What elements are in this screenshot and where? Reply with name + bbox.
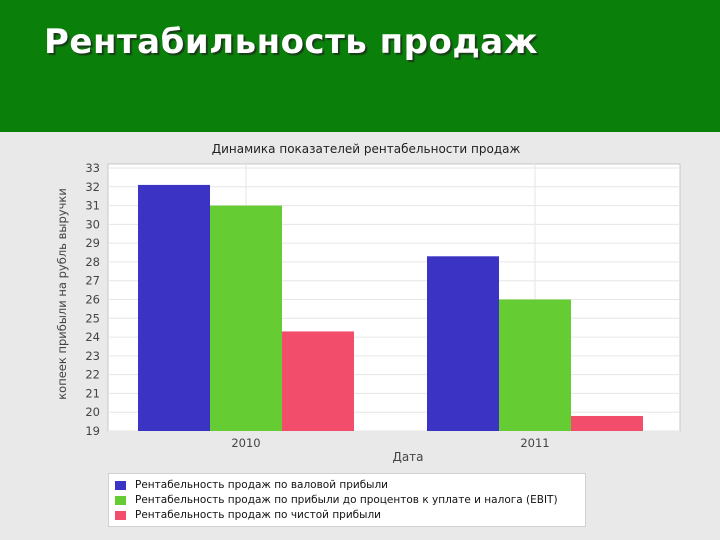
bar-chart: Динамика показателей рентабельности прод… [55, 142, 681, 464]
x-tick-label: 2011 [520, 436, 549, 450]
x-axis-label: Дата [392, 450, 423, 464]
y-tick-label: 31 [85, 199, 100, 213]
legend-item-net: Рентабельность продаж по чистой прибыли [115, 507, 381, 523]
y-tick-label: 28 [85, 255, 100, 269]
legend-label-net: Рентабельность продаж по чистой прибыли [135, 509, 381, 521]
y-tick-label: 30 [85, 217, 100, 231]
y-tick-label: 22 [85, 368, 100, 382]
y-axis-label: копеек прибыли на рубль выручки [55, 188, 69, 400]
x-tick-label: 2010 [231, 436, 260, 450]
y-tick-label: 26 [85, 293, 100, 307]
bar-gross-2010 [138, 184, 210, 431]
legend-item-gross: Рентабельность продаж по валовой прибыли [115, 477, 388, 493]
y-tick-label: 25 [85, 311, 100, 325]
y-tick-label: 21 [85, 386, 100, 400]
y-tick-label: 23 [85, 349, 100, 363]
bar-net-2011 [571, 415, 643, 431]
y-tick-label: 27 [85, 274, 100, 288]
legend-swatch-ebit [115, 495, 126, 505]
y-tick-label: 24 [85, 330, 100, 344]
legend-swatch-gross [115, 480, 126, 490]
legend-item-ebit: Рентабельность продаж по прибыли до проц… [115, 492, 558, 508]
bar-gross-2011 [427, 256, 499, 431]
bar-ebit-2010 [210, 205, 282, 431]
legend-label-ebit: Рентабельность продаж по прибыли до проц… [135, 494, 558, 506]
slide-title: Рентабильность продаж [44, 22, 539, 62]
chart-title: Динамика показателей рентабельности прод… [212, 142, 521, 156]
y-tick-label: 29 [85, 236, 100, 250]
legend-label-gross: Рентабельность продаж по валовой прибыли [135, 479, 389, 491]
legend-swatch-net [115, 510, 126, 520]
y-tick-label: 33 [85, 161, 100, 175]
chart-legend: Рентабельность продаж по валовой прибыли… [108, 473, 586, 527]
y-tick-label: 32 [85, 180, 100, 194]
bar-ebit-2011 [499, 299, 571, 431]
y-tick-label: 19 [85, 424, 100, 438]
slide-header: Рентабильность продаж [0, 0, 720, 132]
bar-net-2010 [282, 331, 354, 431]
y-tick-label: 20 [85, 405, 100, 419]
